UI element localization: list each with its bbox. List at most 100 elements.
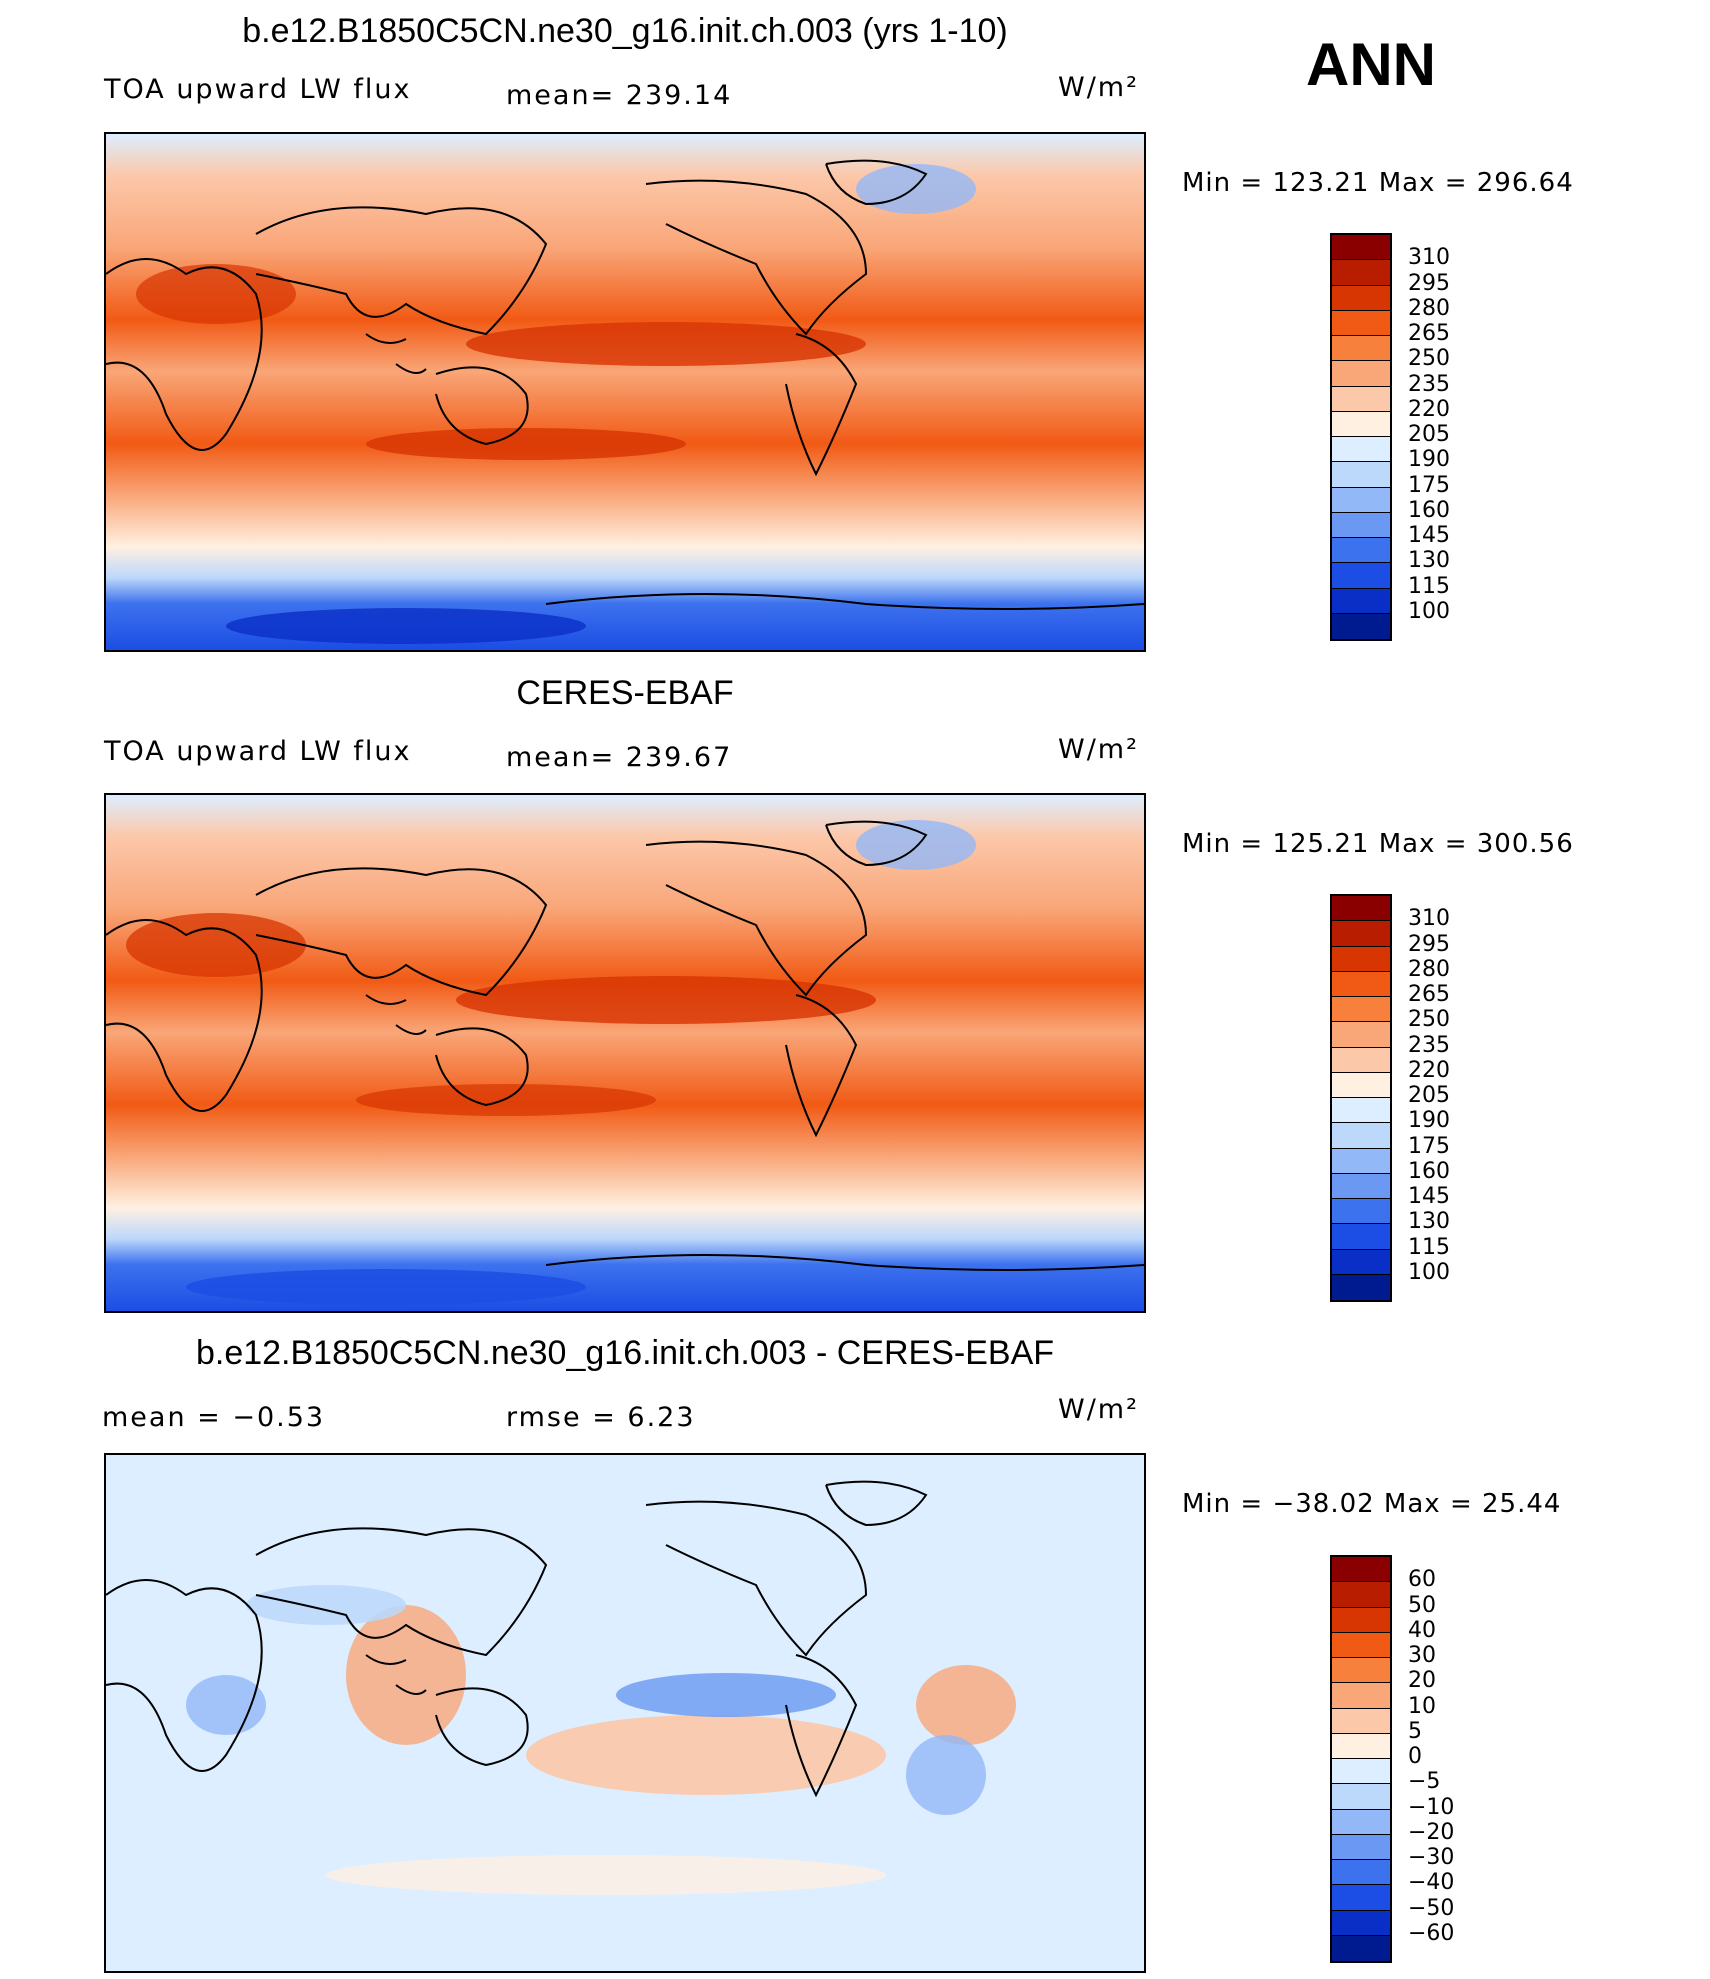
colorbar-swatch [1332,997,1390,1023]
colorbar-swatch [1332,1632,1390,1658]
colorbar-tick-label: 205 [1408,422,1450,447]
colorbar-tick-label: 115 [1408,1234,1450,1260]
colorbar-swatch [1332,1809,1390,1835]
panel3-pacific-negative [616,1673,836,1717]
panel3-minmax: Min = −38.02 Max = 25.44 [1182,1489,1562,1519]
panel1-units: W/m² [1058,72,1139,103]
panel3-rmse-label: rmse = 6.23 [506,1402,696,1433]
colorbar-tick-label: 130 [1408,548,1450,574]
colorbar-swatch [1332,1148,1390,1174]
colorbar-swatch [1332,1582,1390,1608]
colorbar-tick-label: 280 [1408,956,1450,982]
panel1-mean-label: mean= 239.14 [506,80,733,111]
colorbar-swatch [1332,1199,1390,1225]
colorbar-swatch [1332,1123,1390,1149]
colorbar-swatch [1332,285,1390,311]
colorbar-swatch [1332,1834,1390,1860]
panel2-itcz-band [456,976,876,1024]
panel3-positive-band [526,1715,886,1795]
colorbar-swatch [1332,1557,1390,1583]
colorbar-tick-label: 100 [1408,598,1450,624]
colorbar-swatch [1332,1658,1390,1684]
panel3-brazil-negative [906,1735,986,1815]
colorbar-swatch [1332,512,1390,538]
colorbar-tick-label: 190 [1408,447,1450,473]
panel3-title: b.e12.B1850C5CN.ne30_g16.init.ch.003 - C… [195,1334,1055,1372]
colorbar-swatch [1332,538,1390,564]
colorbar-swatch [1332,260,1390,286]
colorbar-swatch [1332,1072,1390,1098]
panel1-antarctic-cold [226,608,586,644]
panel3-southern-band [326,1855,886,1895]
panel1-title: b.e12.B1850C5CN.ne30_g16.init.ch.003 (yr… [242,12,1008,50]
colorbar-tick-label: 10 [1408,1693,1436,1719]
colorbar-tick-label: 295 [1408,270,1450,296]
colorbar-tick-label: −10 [1408,1794,1455,1820]
colorbar-tick-label: −5 [1408,1769,1441,1795]
colorbar-swatch [1332,1910,1390,1936]
panel2-greenland-cold [856,820,976,870]
panel1-sahara-hotspot [136,264,296,324]
panel3-mean-label: mean = −0.53 [102,1402,326,1433]
colorbar-swatch [1332,921,1390,947]
panel3-colorbar [1330,1555,1392,1963]
colorbar-tick-label: 205 [1408,1083,1450,1108]
colorbar-tick-label: 190 [1408,1108,1450,1134]
colorbar-swatch [1332,1098,1390,1124]
colorbar-tick-label: 310 [1408,906,1450,932]
colorbar-swatch [1332,971,1390,997]
panel2-map [104,793,1146,1313]
colorbar-swatch [1332,1047,1390,1073]
panel1-colorbar [1330,233,1392,641]
colorbar-swatch [1332,336,1390,362]
colorbar-tick-label: 40 [1408,1617,1436,1643]
colorbar-tick-label: 265 [1408,982,1450,1007]
colorbar-swatch [1332,1683,1390,1709]
colorbar-swatch [1332,613,1390,639]
colorbar-tick-label: 295 [1408,931,1450,957]
colorbar-tick-label: 250 [1408,346,1450,372]
colorbar-swatch [1332,310,1390,336]
panel2-sahara-hotspot [126,913,306,977]
colorbar-tick-label: −60 [1408,1920,1455,1946]
panel2-colorbar [1330,894,1392,1302]
panel2-units: W/m² [1058,734,1139,765]
colorbar-tick-label: 160 [1408,1158,1450,1184]
colorbar-swatch [1332,588,1390,614]
colorbar-tick-label: 20 [1408,1668,1436,1694]
colorbar-swatch [1332,462,1390,488]
colorbar-swatch [1332,1274,1390,1300]
colorbar-swatch [1332,1607,1390,1633]
panel2-minmax: Min = 125.21 Max = 300.56 [1182,829,1574,859]
colorbar-swatch [1332,235,1390,261]
colorbar-tick-label: 175 [1408,1133,1450,1159]
colorbar-tick-label: 60 [1408,1567,1436,1593]
panel1-coastlines [106,159,1144,610]
panel2-variable-label: TOA upward LW flux [104,736,412,767]
colorbar-swatch [1332,1173,1390,1199]
colorbar-swatch [1332,1249,1390,1275]
panel3-map [104,1453,1146,1973]
colorbar-tick-label: 280 [1408,295,1450,321]
colorbar-tick-label: 0 [1408,1744,1422,1769]
colorbar-swatch [1332,1759,1390,1785]
colorbar-tick-label: 220 [1408,1057,1450,1083]
panel1-minmax: Min = 123.21 Max = 296.64 [1182,168,1574,198]
colorbar-swatch [1332,437,1390,463]
colorbar-tick-label: −20 [1408,1819,1455,1845]
colorbar-swatch [1332,361,1390,387]
panel3-asia-negative [246,1585,406,1625]
panel3-coastlines [106,1480,928,1798]
panel2-coastlines [106,820,1144,1271]
colorbar-tick-label: 175 [1408,472,1450,498]
panel1-map [104,132,1146,652]
panel2-mean-label: mean= 239.67 [506,742,733,773]
colorbar-swatch [1332,1224,1390,1250]
colorbar-tick-label: −50 [1408,1895,1455,1921]
colorbar-tick-label: 250 [1408,1007,1450,1033]
colorbar-swatch [1332,1708,1390,1734]
colorbar-tick-label: 235 [1408,1032,1450,1058]
colorbar-tick-label: 160 [1408,497,1450,523]
colorbar-tick-label: 130 [1408,1209,1450,1235]
panel1-itcz-band [466,322,866,366]
